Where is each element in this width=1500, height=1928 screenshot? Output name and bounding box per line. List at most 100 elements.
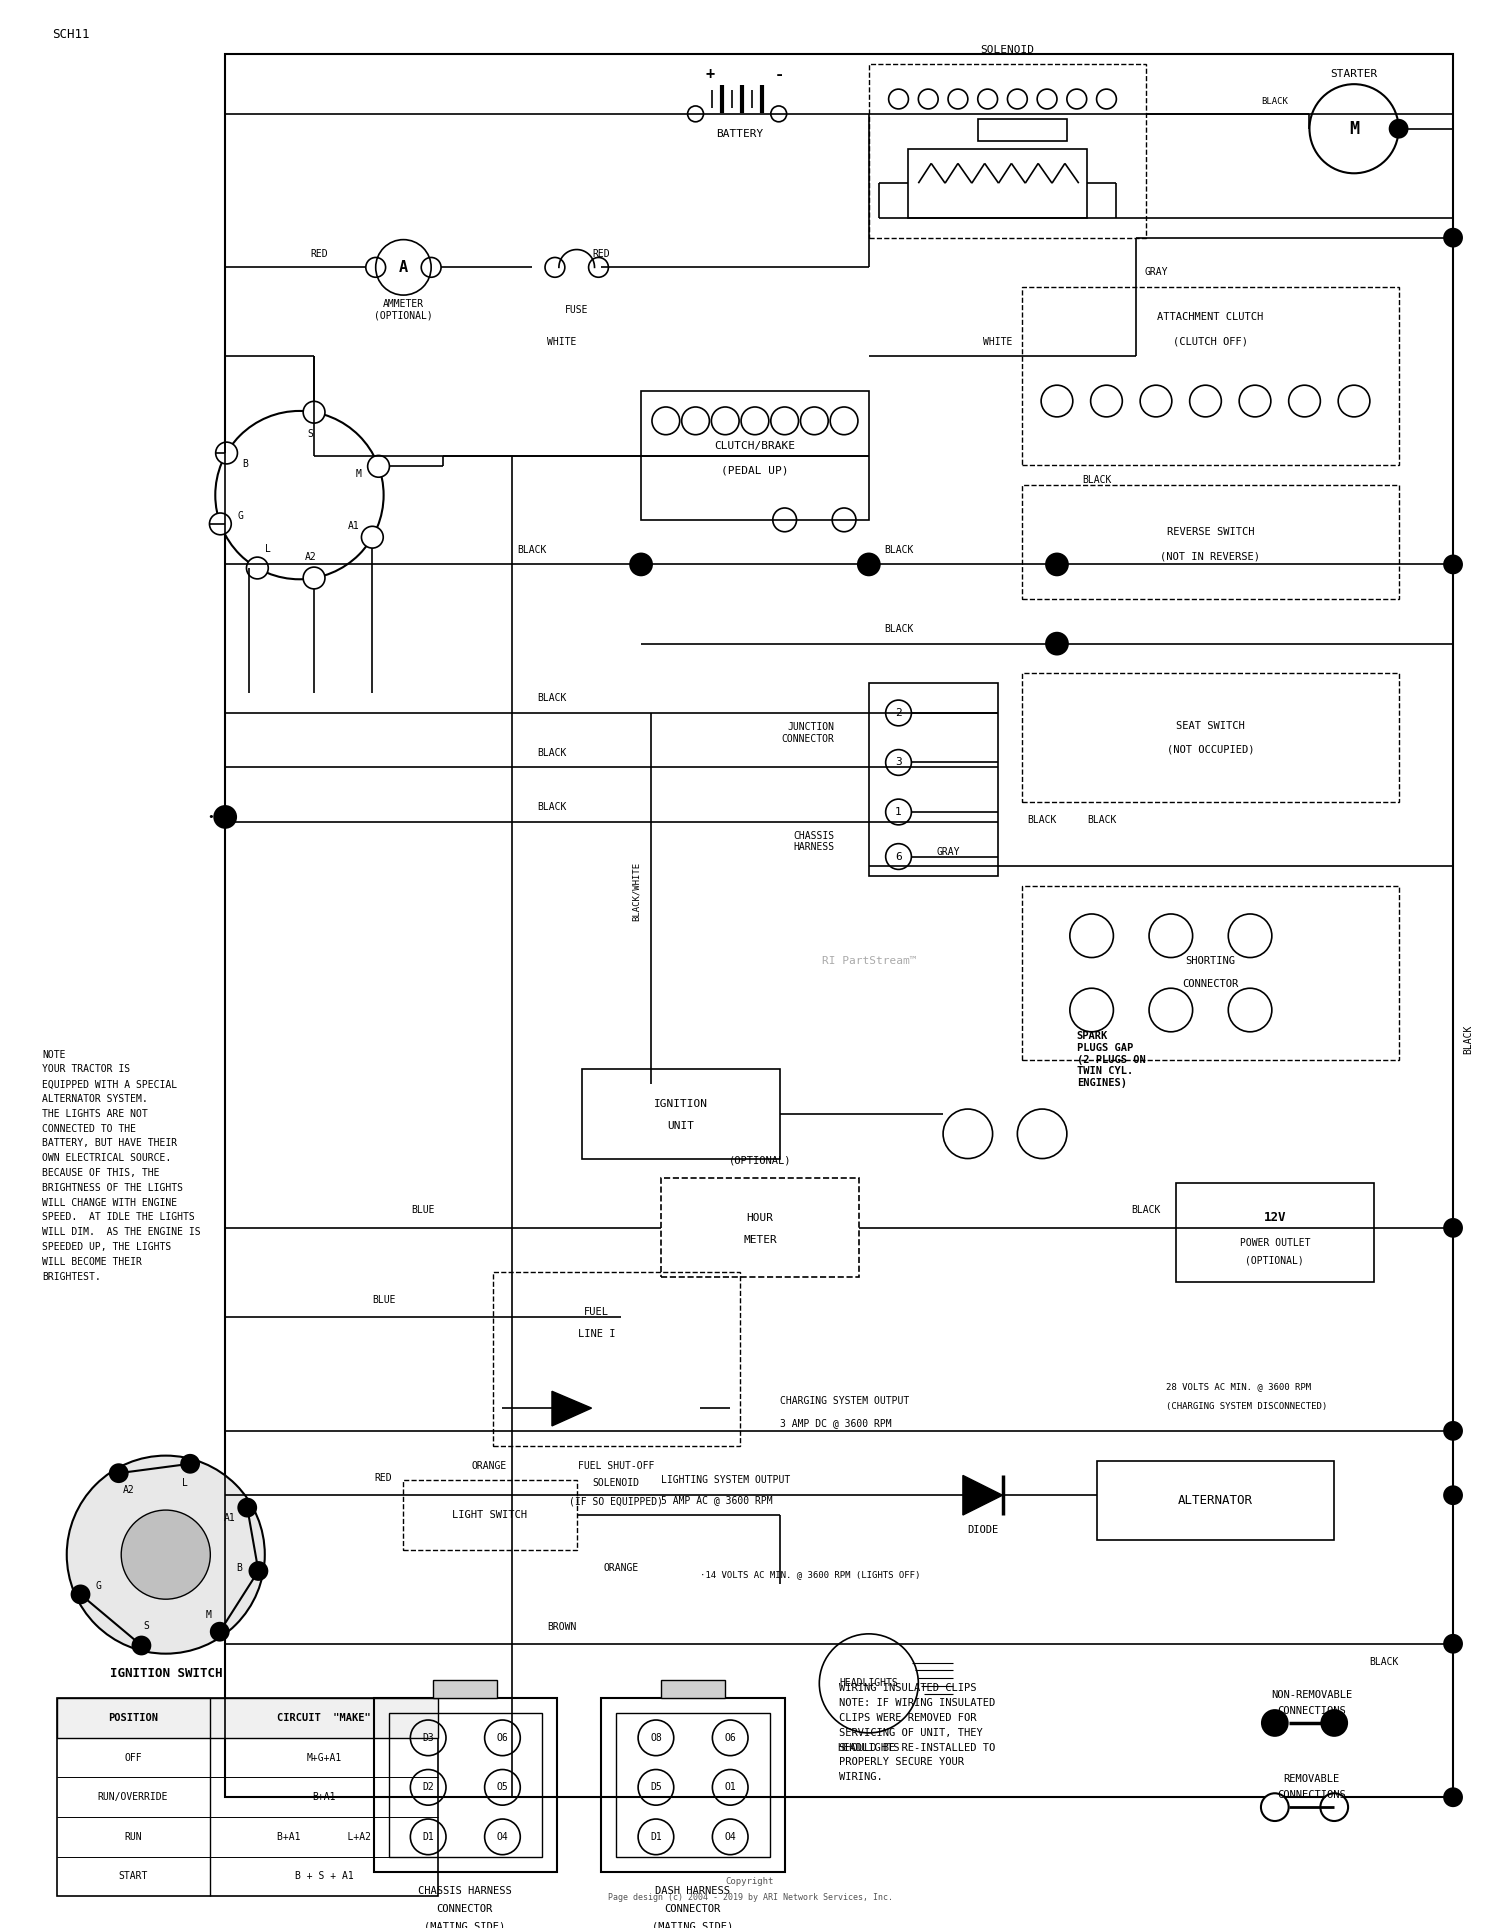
Text: •: • (207, 812, 213, 821)
Circle shape (1443, 1633, 1462, 1654)
Text: RED: RED (592, 249, 610, 260)
Circle shape (1262, 1793, 1288, 1822)
Circle shape (1443, 1218, 1462, 1238)
Text: CONNECTIONS: CONNECTIONS (1276, 1706, 1346, 1716)
Text: (MATING SIDE): (MATING SIDE) (424, 1922, 506, 1928)
Bar (868, 683, 998, 877)
Circle shape (1443, 228, 1462, 247)
Text: 28 VOLTS AC MIN. @ 3600 RPM: 28 VOLTS AC MIN. @ 3600 RPM (1166, 1382, 1311, 1390)
Circle shape (122, 1510, 210, 1598)
Circle shape (213, 806, 237, 829)
Text: 12V: 12V (1263, 1211, 1286, 1224)
Text: CONNECTOR: CONNECTOR (664, 1905, 720, 1915)
Bar (640, 391, 868, 521)
Text: RUN: RUN (124, 1832, 142, 1841)
Text: GRAY: GRAY (936, 846, 960, 856)
Text: +: + (706, 67, 716, 81)
Text: D3: D3 (423, 1733, 433, 1743)
Text: DIODE: DIODE (968, 1525, 999, 1535)
Bar (404, 1481, 576, 1550)
Text: O4: O4 (724, 1832, 736, 1841)
Text: CONNECTOR: CONNECTOR (436, 1905, 494, 1915)
Circle shape (375, 239, 430, 295)
Bar (909, 148, 1086, 218)
Circle shape (216, 442, 237, 465)
Text: L: L (266, 544, 272, 553)
Text: RUN/OVERRIDE: RUN/OVERRIDE (98, 1793, 168, 1803)
Circle shape (1443, 555, 1462, 575)
Text: REVERSE SWITCH: REVERSE SWITCH (1167, 526, 1254, 536)
Circle shape (66, 1456, 266, 1654)
Text: A1: A1 (348, 521, 360, 532)
Text: ·14 VOLTS AC MIN. @ 3600 RPM (LIGHTS OFF): ·14 VOLTS AC MIN. @ 3600 RPM (LIGHTS OFF… (700, 1569, 921, 1579)
Bar (868, 64, 1146, 237)
Text: BLACK: BLACK (1131, 1205, 1161, 1215)
Text: SCH11: SCH11 (53, 29, 90, 40)
Circle shape (303, 567, 326, 588)
Text: BLACK: BLACK (884, 544, 914, 555)
Text: POSITION: POSITION (108, 1712, 158, 1724)
Text: O1: O1 (724, 1781, 736, 1793)
Text: B: B (236, 1562, 242, 1573)
Text: BLUE: BLUE (411, 1205, 435, 1215)
Circle shape (70, 1585, 90, 1604)
Circle shape (1046, 553, 1070, 576)
Text: D1: D1 (423, 1832, 433, 1841)
Text: WHITE: WHITE (548, 337, 576, 347)
Polygon shape (963, 1475, 1002, 1515)
Text: BLACK: BLACK (537, 692, 567, 704)
Text: HEADLIGHTS: HEADLIGHTS (837, 1743, 900, 1753)
Text: (OPTIONAL): (OPTIONAL) (1245, 1255, 1304, 1265)
Text: 3: 3 (896, 758, 902, 767)
Text: A1: A1 (224, 1512, 236, 1523)
Text: METER: METER (742, 1234, 777, 1245)
Text: OFF: OFF (124, 1753, 142, 1762)
Text: NON-REMOVABLE: NON-REMOVABLE (1270, 1691, 1352, 1700)
Text: S: S (144, 1621, 150, 1631)
Circle shape (210, 1621, 230, 1641)
Text: (IF SO EQUIPPED): (IF SO EQUIPPED) (570, 1496, 663, 1506)
Text: LIGHTING SYSTEM OUTPUT: LIGHTING SYSTEM OUTPUT (662, 1475, 790, 1485)
Text: STARTER: STARTER (1330, 69, 1377, 79)
Text: B: B (243, 459, 249, 469)
Bar (602, 1699, 784, 1872)
Text: BLACK: BLACK (537, 748, 567, 758)
Text: REMOVABLE: REMOVABLE (1284, 1774, 1340, 1785)
Text: SOLENOID: SOLENOID (592, 1479, 640, 1488)
Text: A2: A2 (123, 1485, 135, 1496)
Bar (57, 1699, 438, 1737)
Text: ORANGE: ORANGE (603, 1562, 639, 1573)
Text: IGNITION SWITCH: IGNITION SWITCH (110, 1668, 222, 1679)
Circle shape (216, 411, 384, 578)
Circle shape (132, 1635, 152, 1656)
Text: BLACK: BLACK (1370, 1656, 1398, 1666)
Text: BLACK: BLACK (1088, 816, 1116, 825)
Text: BLACK: BLACK (537, 802, 567, 812)
Text: (OPTIONAL): (OPTIONAL) (729, 1155, 790, 1166)
Circle shape (1310, 85, 1398, 174)
Text: -: - (776, 67, 784, 81)
Bar (388, 1714, 542, 1857)
Bar (225, 54, 1454, 1797)
Bar (662, 1178, 859, 1278)
Text: 3 AMP DC @ 3600 RPM: 3 AMP DC @ 3600 RPM (780, 1417, 891, 1429)
Circle shape (628, 553, 652, 576)
Circle shape (1443, 1421, 1462, 1440)
Bar (616, 1714, 770, 1857)
Bar (57, 1699, 438, 1897)
Circle shape (210, 513, 231, 534)
Bar (1096, 1461, 1334, 1540)
Bar (433, 1681, 498, 1699)
Circle shape (249, 1562, 268, 1581)
Text: BLACK: BLACK (1082, 476, 1112, 486)
Text: B + S + A1: B + S + A1 (296, 1872, 354, 1882)
Text: HOUR: HOUR (747, 1213, 774, 1222)
Text: D2: D2 (423, 1781, 433, 1793)
Text: 6: 6 (896, 852, 902, 862)
Text: D5: D5 (650, 1781, 662, 1793)
Text: Copyright: Copyright (726, 1878, 774, 1886)
Circle shape (1443, 1485, 1462, 1506)
Circle shape (1262, 1708, 1288, 1737)
Text: WIRING INSULATED CLIPS
NOTE: IF WIRING INSULATED
CLIPS WERE REMOVED FOR
SERVICIN: WIRING INSULATED CLIPS NOTE: IF WIRING I… (839, 1683, 996, 1781)
Text: AMMETER
(OPTIONAL): AMMETER (OPTIONAL) (374, 299, 434, 320)
